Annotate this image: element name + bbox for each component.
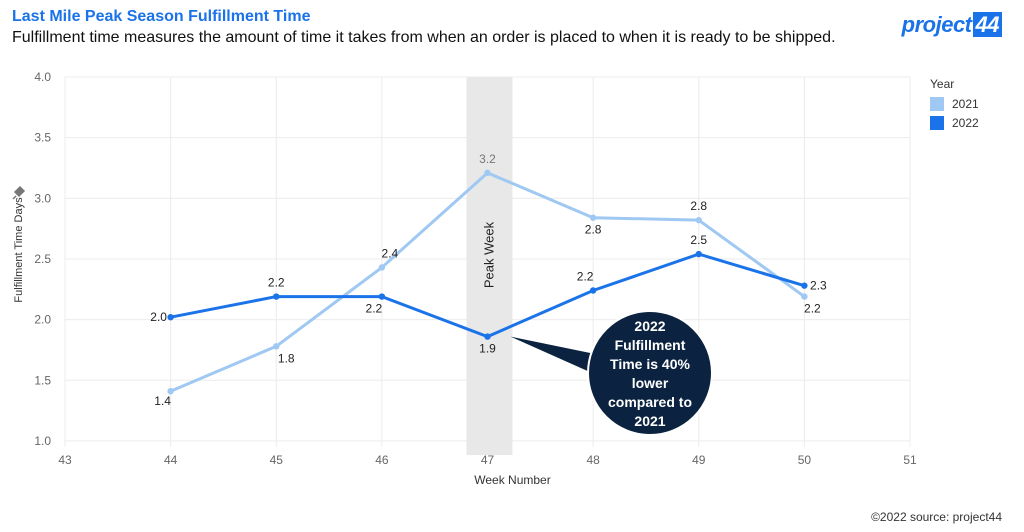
data-point-2022 <box>695 250 702 258</box>
data-label-2022: 2.2 <box>577 270 594 284</box>
data-label-2021: 3.2 <box>479 152 496 166</box>
legend-label-2022: 2022 <box>952 116 979 130</box>
annotation-pointer <box>510 336 610 381</box>
annotation-text-line: 2022 <box>634 318 665 334</box>
x-tick-label: 51 <box>903 453 917 467</box>
annotation-bubble <box>587 310 713 436</box>
x-tick-label: 45 <box>270 453 284 467</box>
x-tick-label: 47 <box>481 453 495 467</box>
annotation-text-line: compared to <box>608 394 692 410</box>
legend-item-2021[interactable]: 2021 <box>930 97 979 111</box>
data-point-2022 <box>801 282 808 289</box>
x-tick-label: 44 <box>164 453 178 467</box>
data-point-2022 <box>589 287 597 294</box>
legend-item-2022[interactable]: 2022 <box>930 116 979 130</box>
logo-text: project <box>901 12 972 37</box>
data-point-2022 <box>378 293 386 300</box>
data-point-2021 <box>273 343 280 350</box>
y-tick-label: 4.0 <box>34 70 51 84</box>
annotation-text-line: lower <box>632 375 669 391</box>
y-tick-label: 1.0 <box>34 434 51 448</box>
data-label-2022: 2.2 <box>268 276 285 290</box>
logo-number: 44 <box>972 12 1002 37</box>
data-point-2021 <box>695 216 702 224</box>
y-tick-label: 2.0 <box>34 313 51 327</box>
x-axis-label: Week Number <box>474 473 550 487</box>
y-tick-label: 1.5 <box>34 373 51 387</box>
data-point-2022 <box>273 293 280 300</box>
legend-swatch-2022 <box>930 116 944 130</box>
data-label-2021: 2.4 <box>382 246 399 260</box>
legend: Year 2021 2022 <box>930 77 979 135</box>
data-point-2021 <box>484 169 491 177</box>
annotation-text-line: Time is 40% <box>610 356 690 372</box>
annotation-text-line: 2021 <box>634 413 665 429</box>
data-point-2022 <box>167 313 174 321</box>
project44-logo: project 44 <box>902 12 1002 38</box>
peak-week-label: Peak Week <box>482 221 497 288</box>
data-point-2021 <box>801 293 808 300</box>
data-label-2022: 2.2 <box>366 302 383 316</box>
chart-subtitle: Fulfillment time measures the amount of … <box>12 29 836 46</box>
x-tick-label: 50 <box>798 453 812 467</box>
data-point-2022 <box>484 333 491 340</box>
data-label-2022: 2.5 <box>690 233 707 247</box>
legend-title: Year <box>930 77 955 91</box>
data-label-2022: 2.3 <box>810 279 827 293</box>
x-tick-label: 43 <box>58 453 72 467</box>
y-tick-label: 2.5 <box>34 252 51 266</box>
data-label-2021: 2.8 <box>690 199 707 213</box>
data-label-2021: 1.4 <box>154 394 171 408</box>
pin-icon <box>12 185 26 200</box>
source-note: ©2022 source: project44 <box>871 510 1002 524</box>
x-tick-label: 48 <box>586 453 600 467</box>
data-label-2021: 1.8 <box>278 351 295 365</box>
x-tick-label: 46 <box>375 453 389 467</box>
legend-swatch-2021 <box>930 97 944 111</box>
chart-title: Last Mile Peak Season Fulfillment Time <box>12 8 311 25</box>
y-axis-label: Fulfillment Time Days <box>13 197 25 303</box>
data-label-2021: 2.2 <box>804 302 821 316</box>
data-point-2021 <box>167 387 174 395</box>
data-label-2021: 2.8 <box>585 223 602 237</box>
y-tick-label: 3.0 <box>34 191 51 205</box>
y-tick-label: 3.5 <box>34 131 51 145</box>
data-point-2021 <box>589 214 597 221</box>
x-tick-label: 49 <box>692 453 706 467</box>
data-label-2022: 2.0 <box>150 310 167 324</box>
legend-label-2021: 2021 <box>952 97 979 111</box>
data-label-2022: 1.9 <box>479 342 496 356</box>
data-point-2021 <box>378 264 386 271</box>
annotation-text-line: Fulfillment <box>615 337 686 353</box>
peak-week-band <box>466 77 513 455</box>
